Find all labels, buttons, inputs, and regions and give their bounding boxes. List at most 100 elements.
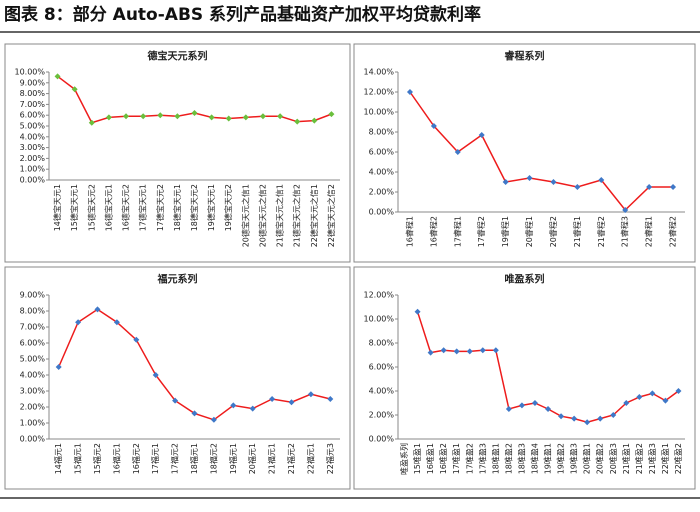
x-tick-label: 21德宝天元之信1: [275, 184, 285, 247]
point: [623, 400, 630, 406]
point: [269, 396, 276, 402]
x-tick-label: 21睿程1: [573, 216, 582, 247]
y-tick-label: 9.00%: [20, 78, 46, 87]
point: [307, 391, 314, 398]
x-tick-label: 15德宝天元2: [86, 184, 96, 231]
x-tick-label: 14德宝天元1: [52, 184, 62, 231]
point: [133, 336, 140, 343]
x-tick-label: 16福元1: [112, 443, 121, 474]
x-tick-label: 21唯盈1: [621, 443, 631, 474]
point: [454, 149, 461, 155]
x-tick-label: 22德宝天元之信2: [326, 184, 336, 247]
y-tick-label: 10.00%: [14, 68, 45, 77]
y-tick-label: 9.00%: [20, 291, 46, 300]
point: [249, 405, 256, 412]
x-tick-label: 17福元2: [171, 443, 180, 474]
x-tick-label: 17唯盈2: [464, 443, 474, 474]
point: [550, 179, 557, 185]
point: [598, 177, 605, 183]
point: [518, 402, 525, 409]
y-tick-label: 5.00%: [20, 122, 46, 131]
y-tick-label: 12.00%: [363, 88, 394, 97]
x-tick-label: 20唯盈3: [608, 443, 618, 474]
x-tick-label: 15德宝天元1: [69, 184, 79, 231]
point: [610, 412, 617, 418]
x-tick-label: 17唯盈3: [477, 443, 487, 474]
x-tick-label: 21睿程2: [597, 216, 606, 247]
point: [88, 119, 95, 126]
x-tick-label: 21福元1: [268, 443, 277, 474]
x-tick-label: 18德宝天元1: [172, 184, 182, 231]
point: [75, 319, 82, 326]
point: [430, 123, 437, 129]
x-tick-label: 16唯盈1: [425, 443, 435, 474]
x-tick-label: 16德宝天元1: [103, 184, 113, 231]
point: [242, 114, 249, 121]
y-tick-label: 4.00%: [369, 168, 395, 177]
x-tick-label: 17德宝天元2: [155, 184, 165, 231]
point: [94, 306, 101, 313]
x-tick-label: 22福元3: [326, 443, 335, 474]
y-tick-label: 8.00%: [20, 89, 46, 98]
x-tick-label: 21唯盈2: [634, 443, 644, 474]
point: [328, 111, 335, 118]
point: [294, 118, 301, 125]
chart-panel: [4, 266, 351, 490]
point: [140, 113, 147, 120]
y-tick-label: 8.00%: [369, 339, 395, 348]
point: [230, 402, 237, 409]
x-tick-label: 16睿程1: [405, 216, 414, 247]
x-tick-label: 20唯盈1: [582, 443, 592, 474]
x-tick-label: 17福元1: [151, 443, 160, 474]
point: [191, 110, 198, 117]
y-tick-label: 5.00%: [20, 355, 46, 364]
x-tick-label: 19唯盈3: [569, 443, 579, 474]
x-tick-label: 18唯盈3: [516, 443, 526, 474]
x-tick-label: 19德宝天元1: [206, 184, 216, 231]
y-tick-label: 10.00%: [363, 108, 394, 117]
x-tick-label: 14福元1: [54, 443, 63, 474]
y-tick-label: 12.00%: [363, 291, 394, 300]
point: [492, 347, 499, 354]
y-tick-label: 7.00%: [20, 323, 46, 332]
y-tick-label: 6.00%: [20, 339, 46, 348]
point: [55, 364, 62, 370]
y-tick-label: 2.00%: [20, 154, 46, 163]
x-tick-label: 18福元1: [190, 443, 199, 474]
point: [574, 184, 581, 190]
point: [453, 348, 460, 355]
y-tick-label: 8.00%: [369, 128, 395, 137]
y-tick-label: 2.00%: [369, 411, 395, 420]
x-tick-label: 15福元1: [74, 443, 83, 474]
point: [208, 114, 215, 121]
x-tick-label: 22唯盈1: [660, 443, 670, 474]
x-tick-label: 16唯盈2: [438, 443, 448, 474]
chart-title: 唯盈系列: [505, 273, 545, 286]
x-tick-label: 19福元1: [229, 443, 238, 474]
x-tick-label: 21德宝天元之信2: [292, 184, 302, 247]
y-tick-label: 1.00%: [20, 419, 46, 428]
chart-panel: [353, 266, 696, 490]
y-tick-label: 2.00%: [20, 403, 46, 412]
point: [571, 415, 578, 422]
point: [670, 184, 677, 190]
point: [662, 397, 669, 404]
chart-title: 睿程系列: [505, 50, 545, 63]
point: [105, 114, 112, 121]
x-tick-label: 19睿程1: [501, 216, 510, 247]
x-tick-label: 18福元2: [209, 443, 218, 474]
x-tick-label: 15福元2: [93, 443, 102, 474]
x-tick-label: 22德宝天元之信1: [309, 184, 319, 247]
x-tick-label: 16德宝天元2: [121, 184, 131, 231]
y-tick-label: 0.00%: [20, 176, 46, 185]
x-tick-label: 20德宝天元之信2: [257, 184, 267, 247]
x-tick-label: 19德宝天元2: [223, 184, 233, 231]
x-tick-label: 16福元2: [132, 443, 141, 474]
point: [440, 347, 447, 354]
point: [636, 394, 643, 400]
y-tick-label: 3.00%: [20, 143, 46, 152]
y-tick-label: 10.00%: [363, 315, 394, 324]
y-tick-label: 0.00%: [369, 208, 395, 217]
y-tick-label: 14.00%: [363, 68, 394, 77]
x-tick-label: 22福元1: [306, 443, 315, 474]
